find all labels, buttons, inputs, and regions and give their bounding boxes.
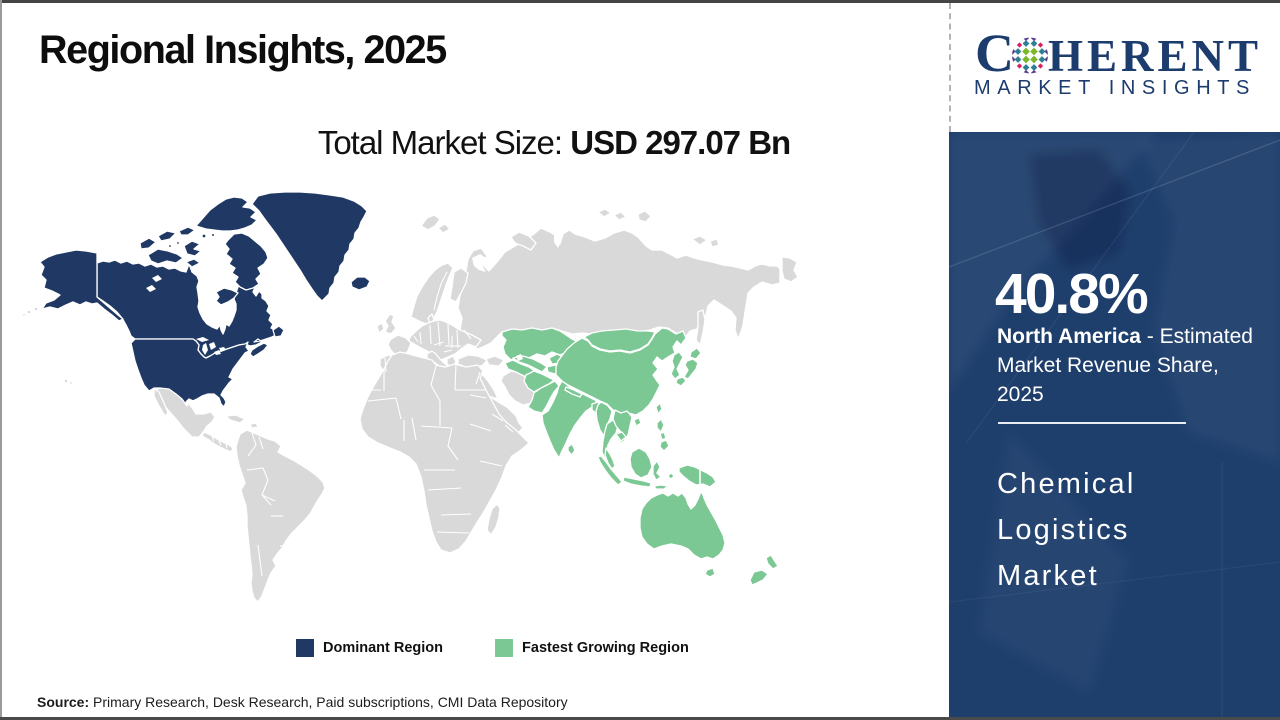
svg-text:MARKET INSIGHTS: MARKET INSIGHTS	[974, 77, 1256, 99]
svg-text:HERENT: HERENT	[1048, 31, 1262, 81]
svg-text:C: C	[975, 23, 1014, 83]
